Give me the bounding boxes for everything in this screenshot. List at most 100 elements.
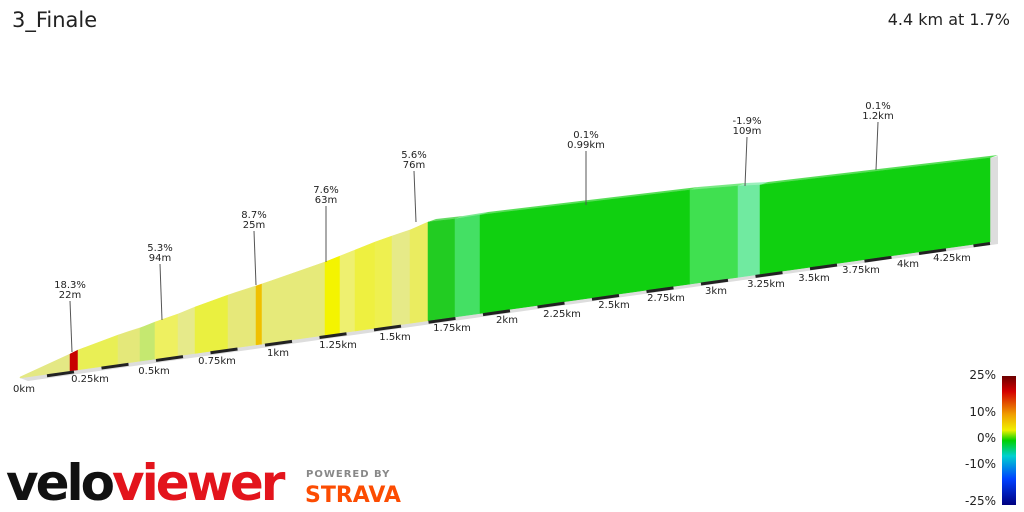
annotation-length: 22m [59, 290, 81, 301]
distance-label: 0.75km [198, 356, 236, 367]
segment [737, 184, 761, 278]
base-dash [264, 339, 293, 347]
segment [339, 249, 356, 334]
distance-label: 2km [496, 315, 518, 326]
segment [69, 349, 79, 372]
distance-label: 1.5km [379, 332, 410, 343]
segment [759, 157, 991, 275]
segment [117, 327, 141, 365]
leader-line [159, 263, 163, 321]
annotation-length: 76m [403, 160, 425, 171]
annotation-length: 1.2km [862, 111, 893, 122]
base-dash [101, 362, 129, 370]
labels: 0km 0.25km 0.5km 0.75km 1km 1.25km 1.5km 1.75km… [13, 101, 996, 508]
base-dash [373, 324, 402, 332]
leader-line [744, 136, 748, 187]
base-dash [210, 347, 238, 355]
annotation-length: 94m [149, 253, 171, 264]
segment [689, 185, 739, 285]
segment-top [455, 212, 488, 219]
annotation-length: 109m [733, 126, 762, 137]
annotation-grade: 0.1% [573, 130, 598, 141]
distance-label: 4km [897, 259, 919, 270]
annotation-length: 0.99km [567, 140, 605, 151]
base-dash [319, 332, 347, 339]
segment-top [428, 216, 463, 222]
segment [255, 283, 263, 346]
annotation-grade: 0.1% [865, 101, 890, 112]
base-dash [918, 248, 947, 255]
segment [177, 306, 196, 357]
distance-label: 3.25km [747, 279, 785, 290]
base-dash [700, 278, 729, 286]
distance-label: 2.75km [647, 293, 685, 304]
leader-line [413, 170, 417, 223]
distance-label: 0km [13, 384, 35, 395]
segment [324, 255, 341, 336]
distance-label: 0.25km [71, 374, 109, 385]
logo-b: viewer [112, 454, 286, 512]
profile [19, 155, 998, 381]
base-dash [155, 355, 184, 362]
segment [194, 294, 229, 354]
legend-label: 0% [977, 431, 996, 445]
distance-label: 3km [705, 286, 727, 297]
segment [139, 321, 156, 362]
summary: 4.4 km at 1.7% [888, 10, 1010, 29]
distance-label: 2.5km [598, 300, 629, 311]
annotation-grade: 5.6% [401, 150, 426, 161]
annotation-length: 25m [243, 220, 265, 231]
base-dash [591, 294, 620, 301]
base-dash [537, 301, 565, 309]
annotation-grade: 8.7% [241, 210, 266, 221]
base-dash [646, 286, 674, 294]
legend-label: -10% [965, 457, 996, 471]
leader-line [69, 300, 73, 353]
segment [261, 261, 326, 345]
segment [409, 221, 429, 324]
annotation-length: 63m [315, 195, 337, 206]
legend-bar [1002, 376, 1016, 505]
strava: STRAVA [305, 483, 401, 508]
legend-label: 25% [969, 368, 996, 382]
legend-label: 10% [969, 405, 996, 419]
annotation-grade: 5.3% [147, 243, 172, 254]
annotation-grade: 7.6% [313, 185, 338, 196]
distance-label: 3.5km [798, 273, 829, 284]
powered: POWERED BY [306, 469, 390, 480]
base-dash [973, 242, 991, 248]
segment [374, 235, 393, 329]
base-dash [755, 271, 783, 278]
base-dash [482, 309, 511, 317]
logo: veloviewer [6, 454, 286, 512]
distance-label: 3.75km [842, 265, 880, 276]
segment-top [760, 155, 998, 185]
annotation-grade: 18.3% [54, 280, 86, 291]
segment-top [690, 183, 746, 190]
distance-label: 1.75km [433, 323, 471, 334]
segment [154, 313, 179, 360]
distance-label: 1km [267, 348, 289, 359]
segment [391, 229, 411, 327]
base-dash [428, 316, 456, 324]
annotation-grade: -1.9% [732, 116, 761, 127]
leader-line [875, 121, 879, 171]
distance-label: 2.25km [543, 309, 581, 320]
segment-top [480, 187, 698, 215]
leader-line [253, 230, 257, 286]
base-dash [46, 370, 75, 378]
logo-a: velo [6, 454, 114, 512]
segment [77, 334, 119, 371]
distance-label: 0.5km [138, 366, 169, 377]
base-dash [864, 255, 892, 263]
title: 3_Finale [12, 8, 97, 33]
legend-label: -25% [965, 494, 996, 508]
segment [454, 214, 481, 318]
segment [427, 218, 456, 322]
distance-label: 1.25km [319, 340, 357, 351]
base-dash [809, 263, 838, 271]
distance-label: 4.25km [933, 253, 971, 264]
segment [354, 241, 376, 332]
segment [227, 285, 257, 350]
